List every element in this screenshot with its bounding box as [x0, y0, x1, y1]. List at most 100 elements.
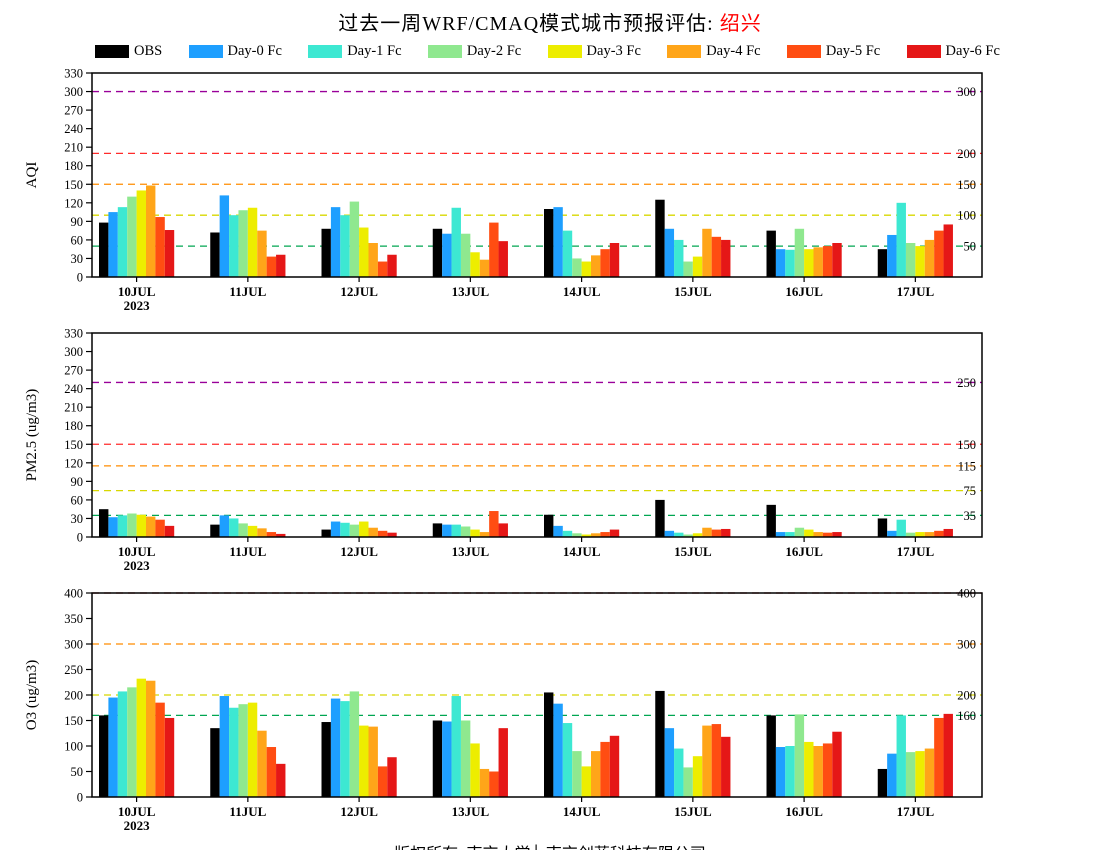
svg-text:11JUL: 11JUL [229, 544, 266, 559]
svg-text:150: 150 [64, 438, 83, 452]
svg-text:300: 300 [64, 345, 83, 359]
svg-text:180: 180 [64, 419, 83, 433]
svg-text:13JUL: 13JUL [452, 284, 490, 299]
svg-text:160: 160 [957, 709, 976, 723]
svg-text:240: 240 [64, 122, 83, 136]
page-title: 过去一周WRF/CMAQ模式城市预报评估: 绍兴 [0, 0, 1100, 36]
svg-text:60: 60 [71, 233, 84, 247]
svg-text:250: 250 [64, 663, 83, 677]
svg-text:200: 200 [957, 689, 976, 703]
svg-text:300: 300 [957, 85, 976, 99]
svg-text:300: 300 [64, 638, 83, 652]
svg-text:115: 115 [958, 459, 976, 473]
o3-chart: 10JUL 2023 11JUL 12JUL 13JUL 14JUL 15JUL 16JUL 1… [18, 583, 1100, 840]
svg-text:AQI: AQI [24, 162, 40, 189]
legend-swatch [547, 45, 582, 58]
legend-label: Day-4 Fc [706, 43, 761, 59]
svg-text:250: 250 [957, 376, 976, 390]
legend-label: Day-3 Fc [586, 43, 641, 59]
legend-swatch [667, 45, 702, 58]
svg-text:200: 200 [64, 689, 83, 703]
legend-swatch [906, 45, 941, 58]
svg-text:14JUL: 14JUL [563, 544, 601, 559]
svg-text:30: 30 [71, 512, 84, 526]
svg-text:16JUL: 16JUL [785, 284, 823, 299]
copyright-footer: 版权所有: 南京大学│ 南京创蓝科技有限公司 [0, 840, 1100, 850]
svg-text:15JUL: 15JUL [674, 284, 712, 299]
legend-item-day-1-fc: Day-1 Fc [308, 43, 402, 60]
svg-text:17JUL: 17JUL [897, 284, 935, 299]
pm25-chart: 10JUL 2023 11JUL 12JUL 13JUL 14JUL 15JUL 16JUL 1… [18, 323, 1100, 580]
svg-text:300: 300 [64, 85, 83, 99]
legend-item-obs: OBS [95, 43, 162, 60]
legend-item-day-3-fc: Day-3 Fc [547, 43, 641, 60]
svg-text:12JUL: 12JUL [340, 284, 378, 299]
legend-swatch [308, 45, 343, 58]
svg-text:75: 75 [964, 484, 977, 498]
svg-text:50: 50 [71, 765, 84, 779]
svg-text:330: 330 [64, 327, 83, 341]
svg-text:180: 180 [64, 159, 83, 173]
svg-text:330: 330 [64, 67, 83, 81]
legend-item-day-2-fc: Day-2 Fc [427, 43, 522, 60]
svg-text:16JUL: 16JUL [785, 544, 823, 559]
svg-text:270: 270 [64, 364, 83, 378]
svg-text:210: 210 [64, 401, 83, 415]
legend-item-day-6-fc: Day-6 Fc [906, 43, 1000, 60]
svg-text:50: 50 [964, 240, 977, 254]
svg-text:300: 300 [957, 638, 976, 652]
svg-text:120: 120 [64, 196, 83, 210]
svg-text:10JUL: 10JUL [118, 804, 156, 819]
svg-text:2023: 2023 [124, 298, 151, 313]
svg-text:O3 (ug/m3): O3 (ug/m3) [24, 660, 40, 730]
svg-text:270: 270 [64, 104, 83, 118]
svg-text:150: 150 [64, 178, 83, 192]
svg-text:PM2.5 (ug/m3): PM2.5 (ug/m3) [24, 389, 40, 482]
svg-text:100: 100 [957, 209, 976, 223]
legend-swatch [95, 45, 129, 58]
legend-label: Day-0 Fc [227, 43, 282, 59]
svg-text:10JUL: 10JUL [118, 544, 156, 559]
svg-text:240: 240 [64, 382, 83, 396]
legend-item-day-5-fc: Day-5 Fc [786, 43, 881, 60]
svg-text:0: 0 [77, 791, 83, 805]
svg-text:11JUL: 11JUL [229, 284, 266, 299]
aqi-chart: 10JUL 2023 11JUL 12JUL 13JUL 14JUL 15JUL 16JUL 1… [18, 63, 1100, 320]
svg-text:90: 90 [71, 215, 84, 229]
svg-text:2023: 2023 [124, 558, 151, 573]
svg-text:0: 0 [77, 531, 83, 545]
svg-text:10JUL: 10JUL [118, 284, 156, 299]
legend-swatch [786, 45, 821, 58]
svg-text:120: 120 [64, 456, 83, 470]
svg-text:15JUL: 15JUL [674, 804, 712, 819]
svg-text:13JUL: 13JUL [452, 544, 490, 559]
svg-text:150: 150 [64, 714, 83, 728]
page-title-city: 绍兴 [719, 13, 762, 35]
legend-label: OBS [134, 43, 163, 59]
svg-text:13JUL: 13JUL [452, 804, 490, 819]
svg-text:60: 60 [71, 493, 84, 507]
svg-text:100: 100 [64, 740, 83, 754]
svg-text:2023: 2023 [124, 818, 151, 833]
legend-swatch [188, 45, 223, 58]
legend-label: Day-1 Fc [347, 43, 402, 59]
legend-item-day-4-fc: Day-4 Fc [667, 43, 761, 60]
svg-text:16JUL: 16JUL [785, 804, 823, 819]
legend-label: Day-2 Fc [466, 43, 522, 59]
legend-swatch [427, 45, 462, 58]
svg-text:150: 150 [957, 178, 976, 192]
svg-text:210: 210 [64, 141, 83, 155]
svg-text:14JUL: 14JUL [563, 284, 601, 299]
svg-text:35: 35 [964, 509, 977, 523]
svg-text:200: 200 [957, 147, 976, 161]
legend-label: Day-5 Fc [825, 43, 881, 59]
svg-text:17JUL: 17JUL [897, 544, 935, 559]
svg-text:12JUL: 12JUL [340, 544, 378, 559]
svg-text:15JUL: 15JUL [674, 544, 712, 559]
svg-text:350: 350 [64, 612, 83, 626]
svg-text:11JUL: 11JUL [229, 804, 266, 819]
